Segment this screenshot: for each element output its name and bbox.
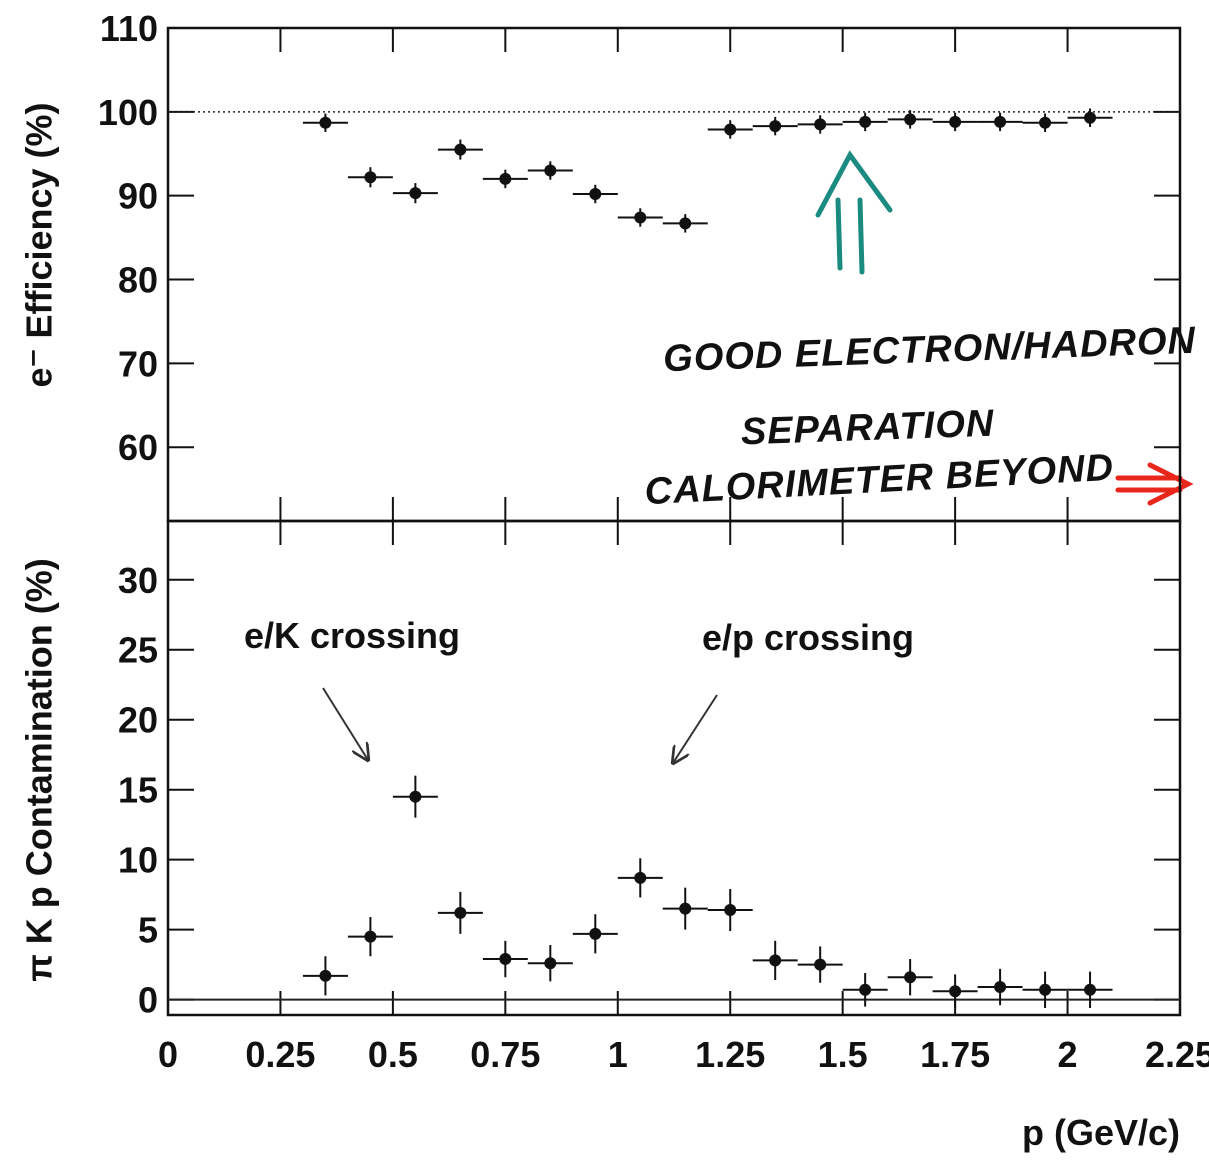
plot-frame	[166, 26, 1182, 523]
x-tick-label: 0	[158, 1034, 178, 1075]
red-arrow	[1115, 462, 1194, 506]
data-point	[859, 983, 872, 996]
x-tick-label: 0.75	[470, 1034, 540, 1075]
data-point	[1084, 983, 1097, 996]
data-point	[319, 969, 332, 982]
x-tick-label: 1.5	[818, 1034, 868, 1075]
data-point	[544, 957, 557, 970]
y-tick-label: 110	[100, 8, 158, 49]
data-point	[634, 871, 647, 884]
annotation: e/p crossing	[702, 617, 914, 658]
data-point	[724, 904, 737, 917]
y-tick-label: 25	[118, 630, 158, 671]
teal-arrow	[815, 150, 893, 275]
data-point	[364, 930, 377, 943]
data-point	[904, 971, 917, 984]
x-tick-label: 0.25	[245, 1034, 315, 1075]
annotation: CALORIMETER BEYOND	[644, 447, 1115, 514]
data-point	[589, 188, 602, 201]
data-point	[769, 120, 782, 133]
data-point	[994, 115, 1007, 128]
data-point	[409, 790, 422, 803]
data-point	[364, 171, 377, 184]
data-point	[724, 123, 737, 136]
y-axis-title: π K p Contamination (%)	[19, 558, 60, 982]
data-point	[589, 927, 602, 940]
data-point	[499, 953, 512, 966]
data-point	[544, 164, 557, 177]
x-axis-title: p (GeV/c)	[1022, 1112, 1180, 1153]
annotation: e/K crossing	[244, 615, 460, 656]
y-tick-label: 5	[138, 910, 158, 951]
x-tick-label: 0.5	[368, 1034, 418, 1075]
annotation-arrow	[673, 694, 718, 763]
data-point	[814, 118, 827, 131]
x-tick-label: 2.25	[1145, 1034, 1209, 1075]
data-point	[319, 116, 332, 129]
y-axis-title: e⁻ Efficiency (%)	[19, 102, 60, 387]
x-tick-label: 2	[1058, 1034, 1078, 1075]
y-tick-label: 10	[118, 840, 158, 881]
x-tick-label: 1.75	[920, 1034, 990, 1075]
y-tick-label: 20	[118, 700, 158, 741]
data-point	[769, 954, 782, 967]
data-point	[994, 981, 1007, 994]
data-point	[814, 958, 827, 971]
data-point	[679, 902, 692, 915]
plot-frame	[166, 519, 1182, 1017]
y-tick-label: 0	[138, 980, 158, 1021]
annotation-arrow	[322, 687, 368, 760]
data-point	[454, 906, 467, 919]
x-tick-label: 1.25	[695, 1034, 765, 1075]
annotation: SEPARATION	[740, 403, 995, 454]
x-tick-label: 1	[608, 1034, 628, 1075]
data-point	[1039, 116, 1052, 129]
data-point	[859, 115, 872, 128]
data-point	[1039, 983, 1052, 996]
data-point	[454, 143, 467, 156]
y-tick-label: 15	[118, 770, 158, 811]
data-point	[949, 985, 962, 998]
data-point	[1084, 111, 1097, 124]
y-tick-label: 30	[118, 560, 158, 601]
y-tick-label: 100	[98, 92, 158, 133]
data-point	[409, 187, 422, 200]
data-point	[949, 115, 962, 128]
y-tick-label: 90	[118, 176, 158, 217]
data-point	[904, 113, 917, 126]
data-point	[499, 172, 512, 185]
data-point	[634, 211, 647, 224]
data-point	[679, 217, 692, 230]
y-tick-label: 70	[118, 343, 158, 384]
y-tick-label: 80	[118, 260, 158, 301]
annotation: GOOD ELECTRON/HADRON	[663, 320, 1198, 381]
y-tick-label: 60	[118, 427, 158, 468]
